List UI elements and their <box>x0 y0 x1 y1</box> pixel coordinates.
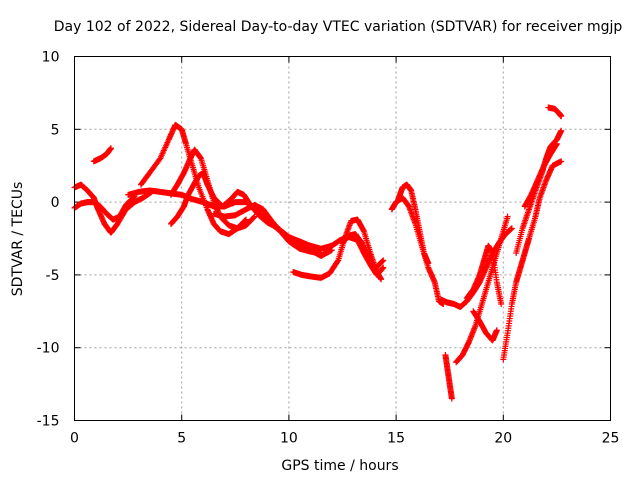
data-points <box>71 104 565 402</box>
data-point-marker <box>251 213 258 220</box>
data-point-marker <box>498 301 505 308</box>
data-point-marker <box>242 217 249 224</box>
y-tick-label: 0 <box>51 195 60 211</box>
data-point-marker <box>243 216 250 223</box>
y-tick-label: -10 <box>37 341 60 357</box>
series-arc-3 <box>90 145 114 165</box>
series-arc-21 <box>521 140 560 210</box>
plot-frame <box>74 56 611 421</box>
data-point-marker <box>504 213 511 220</box>
y-tick-label: -15 <box>37 414 60 430</box>
data-point-marker <box>558 113 565 120</box>
chart-title: Day 102 of 2022, Sidereal Day-to-day VTE… <box>54 19 623 35</box>
series-arc-12 <box>395 181 432 267</box>
x-axis-ticks: 0 5 10 15 20 25 <box>70 56 620 447</box>
data-point-marker <box>334 258 341 265</box>
y-tick-label: 5 <box>51 122 60 138</box>
data-point-marker <box>379 258 386 265</box>
series-arc-17 <box>463 242 505 308</box>
data-point-marker <box>558 127 565 134</box>
data-point-marker <box>378 276 385 283</box>
y-tick-label: 10 <box>42 50 60 66</box>
series-arc-8 <box>210 202 325 257</box>
data-point-marker <box>107 145 114 152</box>
x-tick-label: 5 <box>177 431 186 447</box>
data-point-marker <box>250 214 257 221</box>
data-point-marker <box>318 250 325 257</box>
data-point-marker <box>448 395 455 402</box>
y-axis-label: SDTVAR / TECUs <box>10 182 26 297</box>
data-point-marker <box>493 327 500 334</box>
series-arc-22 <box>545 104 565 120</box>
x-tick-label: 10 <box>280 431 298 447</box>
series-arc-16 <box>453 213 511 366</box>
x-tick-label: 15 <box>387 431 405 447</box>
data-point-marker <box>380 257 387 264</box>
series-arc-19 <box>500 158 565 363</box>
x-axis-label: GPS time / hours <box>281 458 398 474</box>
x-tick-label: 0 <box>70 431 79 447</box>
x-tick-label: 25 <box>602 431 620 447</box>
series-arc-11 <box>339 231 387 273</box>
data-point-marker <box>380 264 387 271</box>
y-tick-label: -5 <box>46 268 60 284</box>
y-axis-ticks: 10 5 0 -5 -10 -15 <box>37 50 611 430</box>
series-arc-15 <box>442 351 455 402</box>
series-arc-18 <box>470 308 500 344</box>
data-point-marker <box>553 140 560 147</box>
series-arc-13 <box>388 194 447 308</box>
series-arc-4 <box>137 121 250 238</box>
x-tick-label: 20 <box>494 431 512 447</box>
series-arc-2 <box>71 193 138 223</box>
data-point-marker <box>558 158 565 165</box>
data-point-marker <box>508 225 515 232</box>
